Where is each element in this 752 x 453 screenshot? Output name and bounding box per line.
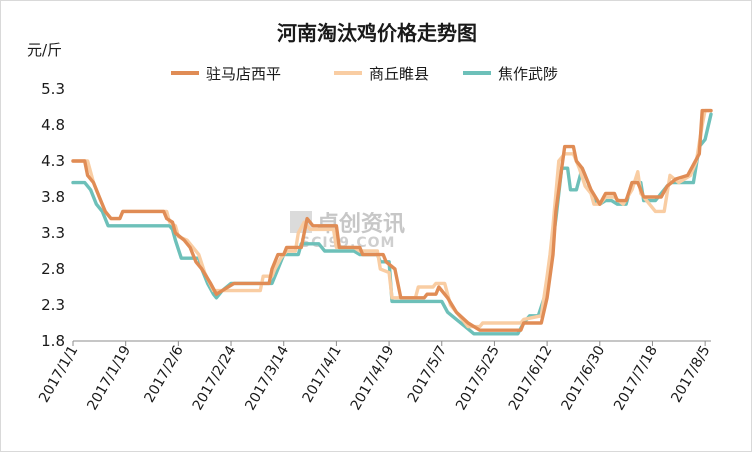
x-tick-label: 2017/5/25 xyxy=(453,343,503,413)
x-tick-label: 2017/6/30 xyxy=(558,343,608,413)
y-tick-label: 5.3 xyxy=(41,80,65,98)
y-tick-label: 4.3 xyxy=(41,152,65,170)
y-tick-label: 3.8 xyxy=(41,188,65,206)
x-tick-label: 2017/8/5 xyxy=(668,343,713,405)
y-tick-label: 3.3 xyxy=(41,224,65,242)
x-tick-label: 2017/2/6 xyxy=(142,343,187,406)
legend-label: 驻马店西平 xyxy=(206,65,281,83)
x-tick-label: 2017/7/18 xyxy=(611,343,661,413)
x-tick-label: 2017/5/7 xyxy=(405,343,450,405)
x-tick-label: 2017/2/24 xyxy=(190,343,240,413)
x-tick-label: 2017/3/14 xyxy=(242,343,292,413)
plot-area xyxy=(71,108,713,336)
legend-label: 商丘睢县 xyxy=(369,65,429,83)
chart-title: 河南淘汰鸡价格走势图 xyxy=(277,21,477,45)
y-tick-label: 2.3 xyxy=(41,296,65,314)
x-axis: 2017/1/1 2017/1/19 2017/2/6 2017/2/24 2017/3… xyxy=(36,340,714,413)
legend: 驻马店西平 商丘睢县 焦作武陟 xyxy=(171,65,558,83)
y-tick-label: 4.8 xyxy=(41,116,65,134)
legend-label: 焦作武陟 xyxy=(498,65,558,83)
x-tick-label: 2017/1/19 xyxy=(84,343,134,413)
y-tick-label: 1.8 xyxy=(41,332,65,350)
x-tick-label: 2017/6/12 xyxy=(506,343,556,413)
watermark-text-en: SCI99.COM xyxy=(300,235,395,251)
x-tick-label: 2017/4/19 xyxy=(348,343,398,413)
y-axis-unit: 元/斤 xyxy=(27,41,62,59)
y-axis: 5.3 4.8 4.3 3.8 3.3 2.8 2.3 1.8 xyxy=(41,80,65,350)
x-tick-label: 2017/1/1 xyxy=(36,343,81,405)
y-tick-label: 2.8 xyxy=(41,260,65,278)
series-line xyxy=(71,108,713,332)
x-tick-label: 2017/4/1 xyxy=(300,343,345,405)
